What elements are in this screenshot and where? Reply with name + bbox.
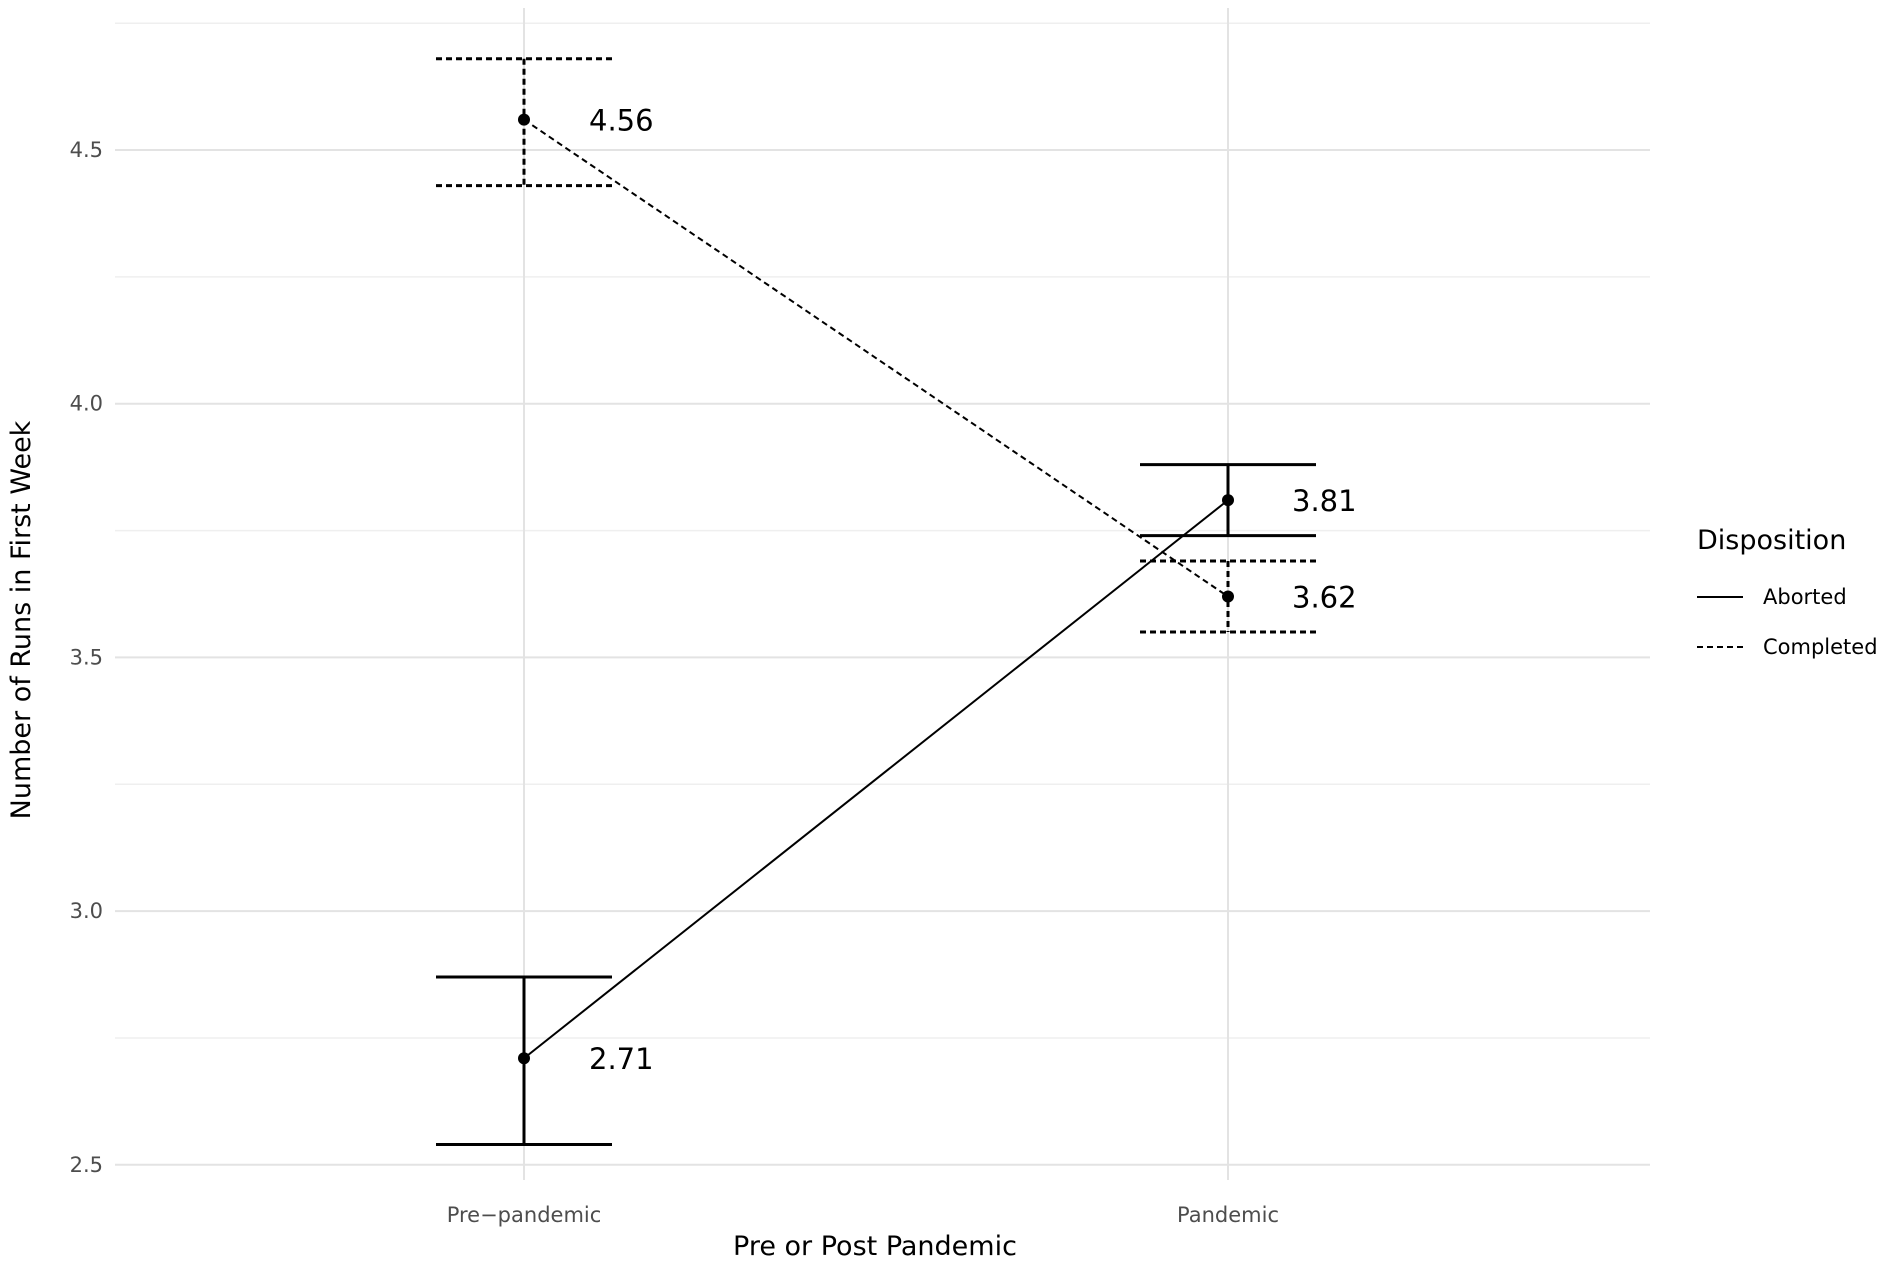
series-line	[523, 118, 1229, 598]
legend-label: Completed	[1763, 635, 1878, 659]
y-tick-label: 4.0	[70, 392, 103, 416]
series-aborted: 2.71 3.81	[436, 463, 1357, 1146]
x-axis-title: Pre or Post Pandemic	[733, 1231, 1017, 1262]
data-point	[518, 113, 530, 126]
y-axis-title: Number of Runs in First Week	[6, 420, 37, 819]
x-tick-label: Pre−pandemic	[447, 1203, 602, 1227]
data-label: 3.62	[1292, 581, 1357, 615]
x-tick-label: Pandemic	[1177, 1203, 1279, 1227]
x-axis: Pre−pandemic Pandemic	[447, 1203, 1279, 1227]
data-label: 3.81	[1292, 484, 1357, 518]
y-tick-label: 2.5	[70, 1153, 103, 1177]
y-axis: 2.5 3.0 3.5 4.0 4.5	[70, 138, 103, 1177]
y-tick-label: 4.5	[70, 138, 103, 162]
data-point	[1222, 494, 1234, 507]
series-layer: 2.71 3.81 4.56 3.62	[436, 57, 1357, 1146]
y-tick-label: 3.5	[70, 645, 103, 669]
y-tick-label: 3.0	[70, 899, 103, 923]
data-label: 2.71	[589, 1042, 654, 1076]
data-point	[518, 1052, 530, 1065]
series-completed: 4.56 3.62	[436, 57, 1357, 634]
legend-label: Aborted	[1763, 585, 1847, 609]
data-label: 4.56	[589, 104, 654, 138]
data-point	[1222, 590, 1234, 603]
grid	[115, 8, 1650, 1180]
series-line	[523, 499, 1229, 1060]
legend-title: Disposition	[1697, 525, 1846, 556]
legend: Disposition Aborted Completed	[1697, 525, 1878, 659]
